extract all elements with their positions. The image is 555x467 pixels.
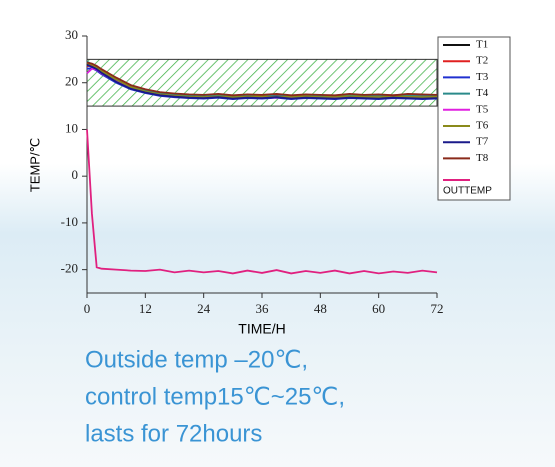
series-line	[86, 129, 438, 275]
x-tick-label: 60	[372, 301, 385, 316]
legend-label: T5	[476, 103, 489, 115]
series-line	[86, 62, 438, 99]
caption-line: control temp15℃~25℃,	[85, 383, 345, 410]
legend-label: T8	[476, 152, 489, 164]
legend-label: T7	[476, 136, 489, 148]
legend-label: T3	[476, 71, 489, 83]
x-tick-label: 36	[256, 301, 270, 316]
x-tick-label: 72	[431, 301, 444, 316]
series-line	[86, 64, 438, 100]
y-tick-label: 30	[65, 27, 78, 42]
series-line	[86, 61, 438, 97]
legend-label: T4	[476, 87, 489, 99]
legend-label: T1	[476, 39, 488, 51]
y-axis-title: TEMP/℃	[27, 138, 42, 192]
x-tick-label: 0	[84, 301, 91, 316]
x-tick-label: 12	[139, 301, 152, 316]
y-tick-label: -10	[61, 214, 78, 229]
legend: T1 T2 T3 T4 T5 T6 T7 T8 OUTTEMP	[437, 36, 511, 201]
legend-box	[437, 36, 511, 201]
y-tick-label: 10	[65, 120, 78, 135]
x-axis-title: TIME/H	[238, 321, 285, 337]
y-tick-label: -20	[61, 261, 78, 276]
caption-line: lasts for 72hours	[85, 420, 262, 447]
caption-line: Outside temp –20℃,	[85, 346, 308, 373]
y-tick-label: 0	[72, 167, 79, 182]
x-tick-label: 24	[197, 301, 211, 316]
x-tick-label: 48	[314, 301, 327, 316]
legend-label: OUTTEMP	[443, 186, 492, 197]
legend-label: T2	[476, 55, 488, 67]
legend-label: T6	[476, 120, 489, 132]
y-tick-label: 20	[65, 74, 78, 89]
